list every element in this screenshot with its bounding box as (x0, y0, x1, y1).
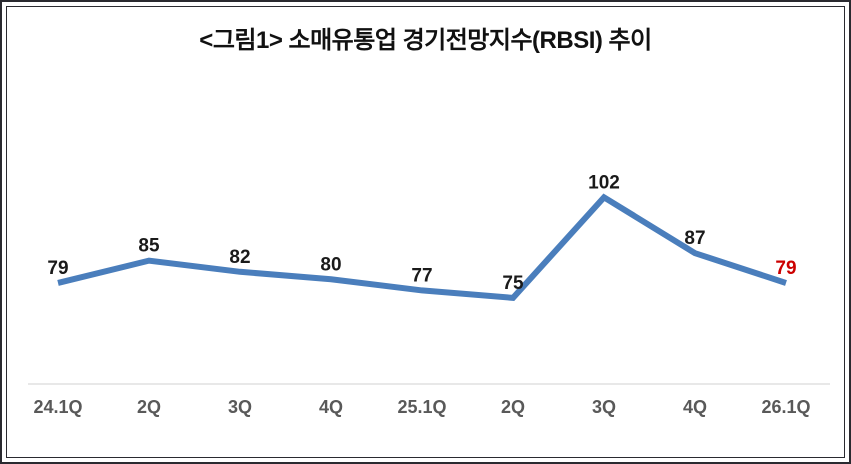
data-label: 102 (588, 172, 620, 193)
x-axis-label: 2Q (137, 397, 161, 417)
x-axis-label: 2Q (501, 397, 525, 417)
x-axis-label: 4Q (683, 397, 707, 417)
x-axis-label: 3Q (228, 397, 252, 417)
chart-title: <그림1> 소매유통업 경기전망지수(RBSI) 추이 (199, 27, 652, 54)
data-label: 87 (684, 228, 705, 249)
data-label: 75 (502, 273, 524, 294)
data-label: 79 (47, 258, 68, 279)
line-series (57, 193, 787, 301)
figure-frame-inner (6, 6, 845, 458)
x-axis-label: 26.1Q (761, 397, 810, 417)
x-axis-label: 4Q (319, 397, 343, 417)
data-label-current: 79 (775, 258, 796, 279)
data-label: 80 (320, 254, 341, 275)
x-axis-label: 25.1Q (397, 397, 446, 417)
x-axis-label: 24.1Q (33, 397, 82, 417)
data-label: 82 (229, 247, 250, 268)
data-label: 77 (411, 265, 432, 286)
x-axis-label: 3Q (592, 397, 616, 417)
data-label: 85 (138, 236, 160, 257)
